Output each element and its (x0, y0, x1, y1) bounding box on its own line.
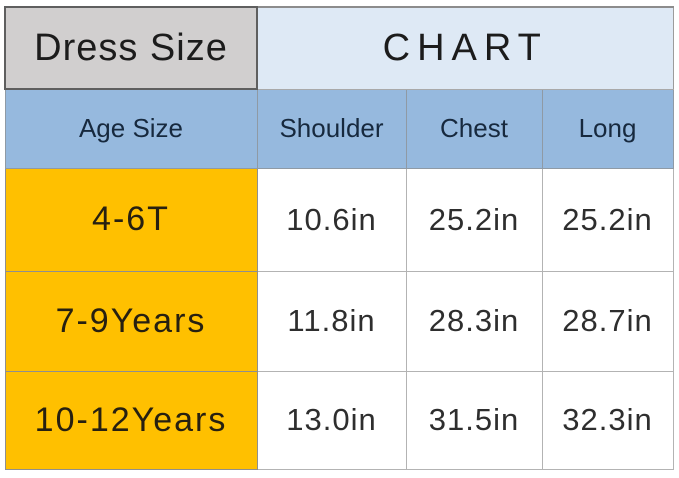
table-row: 7-9Years 11.8in 28.3in 28.7in (4, 270, 674, 372)
column-header-chest: Chest (405, 88, 543, 169)
long-value-cell: 28.7in (541, 270, 674, 372)
size-chart-table: Dress Size CHART Age Size Shoulder Chest… (4, 6, 674, 470)
column-header-row: Age Size Shoulder Chest Long (4, 88, 674, 169)
column-header-shoulder: Shoulder (256, 88, 407, 169)
table-row: 4-6T 10.6in 25.2in 25.2in (4, 167, 674, 272)
table-row: 10-12Years 13.0in 31.5in 32.3in (4, 370, 674, 470)
age-cell: 10-12Years (4, 370, 258, 470)
shoulder-value-cell: 11.8in (256, 270, 407, 372)
long-value-cell: 32.3in (541, 370, 674, 470)
chest-value-cell: 31.5in (405, 370, 543, 470)
long-value-cell: 25.2in (541, 167, 674, 272)
chart-title-cell: CHART (256, 6, 674, 90)
column-header-age-size: Age Size (4, 88, 258, 169)
shoulder-value-cell: 13.0in (256, 370, 407, 470)
age-cell: 7-9Years (4, 270, 258, 372)
chest-value-cell: 28.3in (405, 270, 543, 372)
shoulder-value-cell: 10.6in (256, 167, 407, 272)
dress-size-title-cell: Dress Size (4, 6, 258, 90)
title-row: Dress Size CHART (4, 6, 674, 90)
chest-value-cell: 25.2in (405, 167, 543, 272)
age-cell: 4-6T (4, 167, 258, 272)
column-header-long: Long (541, 88, 674, 169)
